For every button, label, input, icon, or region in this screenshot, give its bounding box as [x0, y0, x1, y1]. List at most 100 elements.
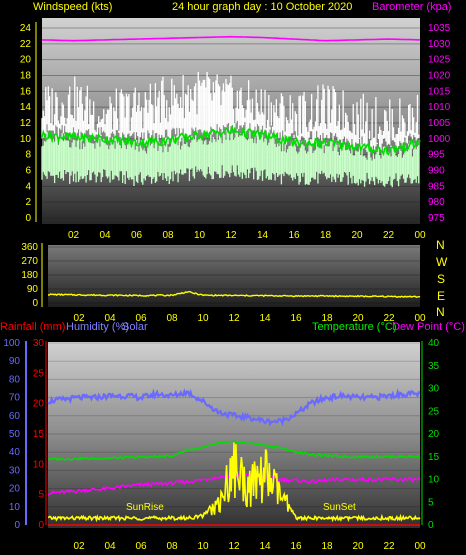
humidity-axis-title: Humidity (%): [66, 321, 129, 333]
y-tick-label: 4: [25, 181, 31, 192]
x-tick-label: 06: [135, 541, 147, 552]
temp-series: [47, 388, 421, 526]
x-tick-label: 04: [104, 313, 116, 324]
y-tick-label: 8: [25, 150, 31, 161]
y-tick-label: 0: [428, 520, 434, 531]
y-tick-label: 30: [9, 465, 21, 476]
y-tick-label: 1005: [428, 118, 451, 129]
x-tick-label: 20: [351, 230, 363, 241]
y-tick-label: 1035: [428, 23, 451, 34]
barometer-axis: 975 980 985 990 995 1000 1005 1010 1015 1020 1025 1…: [428, 23, 451, 224]
average-wind-line: [41, 124, 421, 157]
y-tick-label: 22: [20, 39, 32, 50]
y-tick-label: 6: [25, 166, 31, 177]
direction-series: [47, 290, 421, 298]
y-tick-label: 995: [428, 150, 445, 161]
x-tick-label: 04: [99, 230, 111, 241]
compass-labels: N W S E N: [436, 238, 448, 319]
x-tick-label: 02: [73, 313, 85, 324]
x-tick-label: 18: [321, 541, 333, 552]
x-tick-label: 10: [197, 541, 209, 552]
x-tick-label: 00: [414, 313, 426, 324]
x-tick-label: 08: [166, 313, 178, 324]
temp-time-axis: 02 04 06 08 10 12 14 16 18 20 22 00: [73, 541, 426, 552]
y-tick-label: 10: [428, 475, 440, 486]
y-tick-label: 1000: [428, 134, 451, 145]
temperature-axis: 0 5 10 15 20 25 30 35 40: [421, 338, 440, 531]
y-tick-label: 0: [14, 520, 20, 531]
x-tick-label: 10: [194, 230, 206, 241]
y-tick-label: 25: [33, 368, 45, 379]
y-tick-label: 10: [20, 134, 32, 145]
y-tick-label: 80: [9, 374, 21, 385]
y-tick-label: 0: [25, 213, 31, 224]
y-tick-label: 20: [20, 55, 32, 66]
y-tick-label: 15: [428, 452, 440, 463]
x-tick-label: 16: [290, 541, 302, 552]
rainfall-axis-title: Rainfall (mm): [0, 321, 65, 333]
y-tick-label: 980: [428, 197, 445, 208]
sunset-label: SunSet: [323, 502, 356, 513]
direction-plot-area: [48, 245, 420, 307]
x-tick-label: 10: [197, 313, 209, 324]
barometer-line: [41, 35, 421, 42]
wind-gridlines: [42, 27, 420, 219]
x-tick-label: 12: [225, 230, 237, 241]
y-tick-label: 90: [9, 356, 21, 367]
y-tick-label: 100: [3, 338, 20, 349]
wind-direction-line: [47, 290, 421, 298]
y-tick-label: 15: [33, 429, 45, 440]
y-tick-label: 70: [9, 393, 21, 404]
y-tick-label: 1020: [428, 71, 451, 82]
compass-n-bottom: N: [436, 305, 445, 319]
y-tick-label: 0: [32, 298, 38, 309]
x-tick-label: 16: [290, 313, 302, 324]
x-tick-label: 16: [288, 230, 300, 241]
y-tick-label: 60: [9, 411, 21, 422]
solar-axis-title: Solar: [122, 321, 148, 333]
y-tick-label: 2: [25, 197, 31, 208]
y-tick-label: 14: [20, 102, 32, 113]
dewpoint-axis-title: Dew Point (°C): [392, 321, 465, 333]
wind-series: [41, 35, 421, 188]
x-tick-label: 06: [131, 230, 143, 241]
x-tick-label: 08: [166, 541, 178, 552]
humidity-axis: 0 10 20 30 40 50 60 70 80 90 100: [3, 338, 27, 531]
x-tick-label: 14: [257, 230, 269, 241]
solar-line: [47, 442, 421, 523]
x-tick-label: 12: [228, 313, 240, 324]
x-tick-label: 02: [68, 230, 80, 241]
x-tick-label: 04: [104, 541, 116, 552]
y-tick-label: 0: [38, 520, 44, 531]
y-tick-label: 16: [20, 86, 32, 97]
y-tick-label: 1010: [428, 102, 451, 113]
y-tick-label: 1030: [428, 39, 451, 50]
y-tick-label: 30: [33, 338, 45, 349]
x-tick-label: 18: [320, 230, 332, 241]
compass-n-top: N: [436, 238, 445, 252]
y-tick-label: 90: [27, 284, 39, 295]
x-tick-label: 00: [414, 230, 426, 241]
temp-plot-area: [48, 342, 420, 528]
compass-s: S: [437, 272, 445, 286]
x-tick-label: 22: [383, 230, 395, 241]
y-tick-label: 985: [428, 181, 445, 192]
y-tick-label: 20: [9, 484, 21, 495]
x-tick-label: 18: [321, 313, 333, 324]
y-tick-label: 5: [38, 490, 44, 501]
y-tick-label: 10: [33, 459, 45, 470]
direction-time-axis: 02 04 06 08 10 12 14 16 18 20 22 00: [73, 313, 426, 324]
x-tick-label: 14: [259, 313, 271, 324]
graph-date-title: 24 hour graph day : 10 October 2020: [172, 1, 352, 13]
y-tick-label: 40: [9, 447, 21, 458]
x-tick-label: 08: [162, 230, 174, 241]
y-tick-label: 20: [33, 399, 45, 410]
y-tick-label: 50: [9, 429, 21, 440]
y-tick-label: 180: [21, 270, 38, 281]
windspeed-axis-title: Windspeed (kts): [33, 1, 112, 13]
direction-gridlines: [48, 246, 420, 304]
x-tick-label: 00: [414, 541, 426, 552]
